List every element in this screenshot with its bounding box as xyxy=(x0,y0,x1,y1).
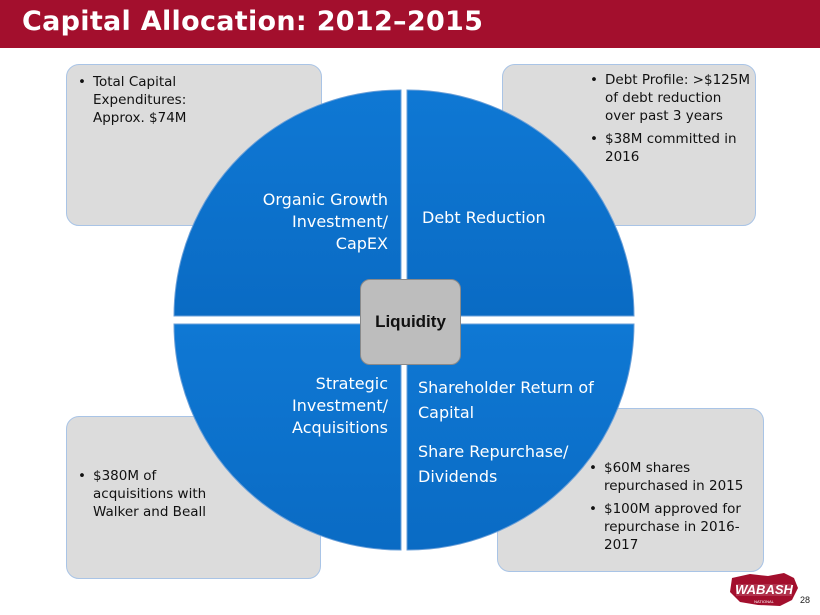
label-line xyxy=(418,425,594,439)
shareholder-return-label: Shareholder Return of Capital Share Repu… xyxy=(418,375,594,489)
debt-reduction-label: Debt Reduction xyxy=(422,207,546,229)
acquisitions-bullet: $380M of acquisitions with Walker and Be… xyxy=(75,467,229,521)
quadrant-debt-reduction xyxy=(406,89,635,317)
title-bar: Capital Allocation: 2012–2015 xyxy=(0,0,820,48)
label-line: Investment/ xyxy=(291,396,388,415)
debt-bullets: Debt Profile: >$125M of debt reduction o… xyxy=(587,71,755,166)
label-line: Strategic xyxy=(315,374,388,393)
debt-bullet: Debt Profile: >$125M of debt reduction o… xyxy=(587,71,755,125)
repurchase-bullets: $60M shares repurchased in 2015 $100M ap… xyxy=(586,459,763,554)
quadrant-strategic-investment xyxy=(173,323,402,551)
page-title: Capital Allocation: 2012–2015 xyxy=(22,6,484,37)
repurchase-bullet: $100M approved for repurchase in 2016-20… xyxy=(586,500,764,554)
label-line: Shareholder Return of xyxy=(418,378,594,397)
liquidity-label: Liquidity xyxy=(375,312,446,331)
organic-growth-label: Organic Growth Investment/ CapEX xyxy=(263,189,388,255)
liquidity-box: Liquidity xyxy=(360,279,461,365)
debt-bullet: $38M committed in 2016 xyxy=(587,130,755,166)
strategic-investment-label: Strategic Investment/ Acquisitions xyxy=(292,373,388,439)
label-line: Debt Reduction xyxy=(422,208,546,227)
repurchase-bullet: $60M shares repurchased in 2015 xyxy=(586,459,764,495)
quadrant-shareholder-return xyxy=(406,323,635,551)
acquisitions-bullets: $380M of acquisitions with Walker and Be… xyxy=(75,467,320,521)
label-line: Dividends xyxy=(418,467,498,486)
label-line: Share Repurchase/ xyxy=(418,442,569,461)
capex-bullet: Total Capital Expenditures: Approx. $74M xyxy=(75,73,215,127)
label-line: Capital xyxy=(418,403,475,422)
page-number: 28 xyxy=(799,595,810,605)
wabash-logo: WABASH NATIONAL xyxy=(730,573,798,606)
label-line: Organic Growth xyxy=(262,190,388,209)
quadrant-organic-growth xyxy=(173,89,402,317)
logo-subtext: NATIONAL xyxy=(754,599,774,604)
capex-bullets: Total Capital Expenditures: Approx. $74M xyxy=(75,73,321,127)
logo-wordmark: WABASH xyxy=(735,582,793,597)
label-line: Investment/ xyxy=(291,212,388,231)
label-line: Acquisitions xyxy=(292,418,388,437)
label-line: CapEX xyxy=(335,234,388,253)
